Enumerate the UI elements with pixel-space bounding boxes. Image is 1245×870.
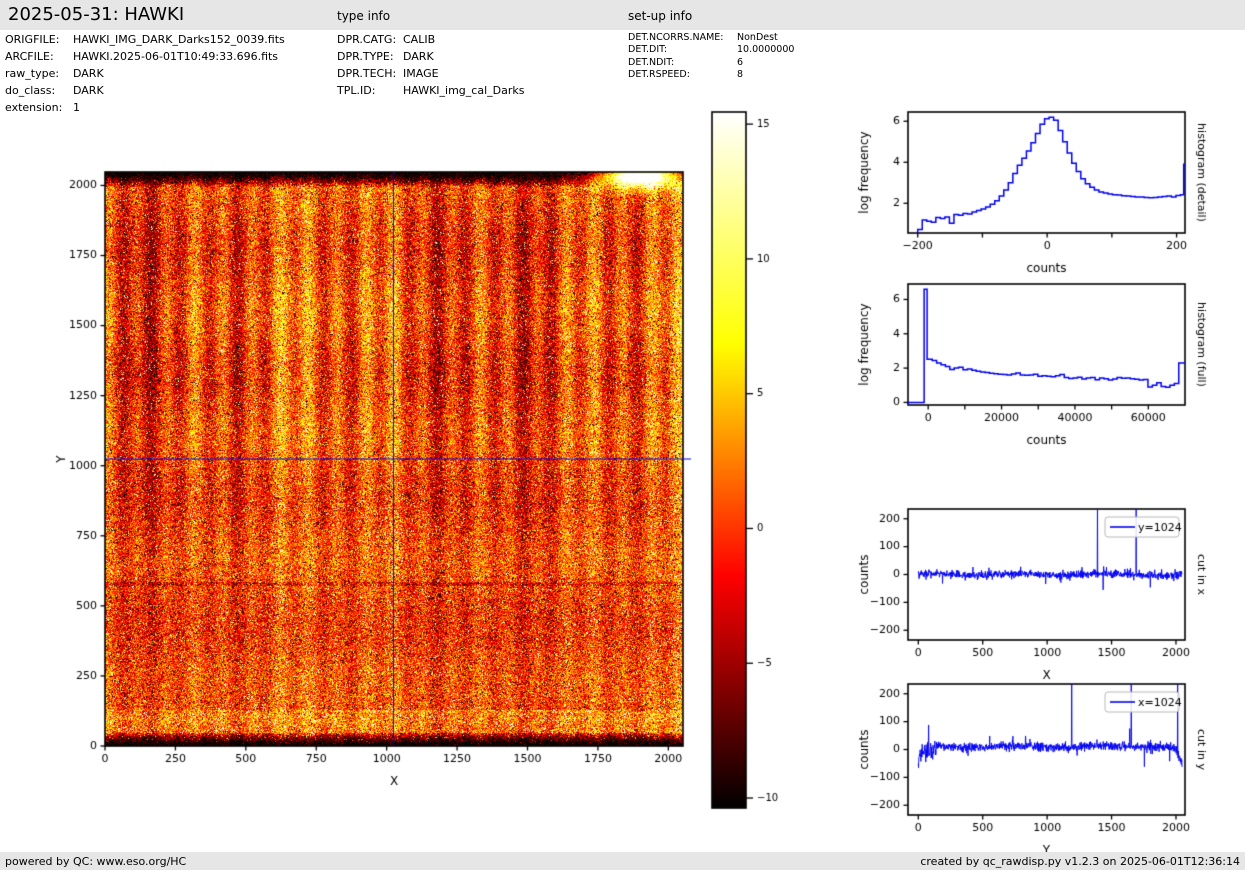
footer-bar xyxy=(0,852,1245,870)
info-row: TPL.ID: HAWKI_img_cal_Darks xyxy=(337,84,524,97)
info-row: DPR.TYPE: DARK xyxy=(337,50,434,63)
info-row: ARCFILE: HAWKI.2025-06-01T10:49:33.696.fi… xyxy=(5,50,278,63)
header-bar: 2025-05-31: HAWKI type info set-up info xyxy=(0,0,1245,30)
main-image-panel xyxy=(40,95,710,815)
info-value: HAWKI_IMG_DARK_Darks152_0039.fits xyxy=(73,33,285,46)
info-value: HAWKI_img_cal_Darks xyxy=(403,84,525,97)
info-label: ARCFILE: xyxy=(5,50,54,63)
info-value: 6 xyxy=(737,57,744,68)
info-row: DET.NDIT: 6 xyxy=(628,57,743,68)
info-row: DPR.TECH: IMAGE xyxy=(337,67,439,80)
histogram-full-panel xyxy=(845,267,1245,452)
info-label: ORIGFILE: xyxy=(5,33,60,46)
info-label: DET.DIT: xyxy=(628,44,668,55)
info-row: ORIGFILE: HAWKI_IMG_DARK_Darks152_0039.fi… xyxy=(5,33,285,46)
info-row: DET.DIT: 10.0000000 xyxy=(628,44,794,55)
info-label: DET.NCORRS.NAME: xyxy=(628,32,724,43)
cut-in-x-panel xyxy=(845,492,1245,684)
info-label: DPR.CATG: xyxy=(337,33,397,46)
info-value: 8 xyxy=(737,69,744,80)
info-row: DET.RSPEED: 8 xyxy=(628,69,743,80)
histogram-detail-panel xyxy=(845,95,1245,280)
info-row: DPR.CATG: CALIB xyxy=(337,33,435,46)
colorbar-panel xyxy=(700,100,820,816)
info-label: do_class: xyxy=(5,84,56,97)
info-row: DET.NCORRS.NAME: NonDest xyxy=(628,32,778,43)
cut-in-y-panel xyxy=(845,667,1245,859)
info-value: DARK xyxy=(73,84,104,97)
info-value: IMAGE xyxy=(403,67,439,80)
setup-info-heading: set-up info xyxy=(628,9,693,23)
info-value: NonDest xyxy=(737,32,778,43)
info-value: 10.0000000 xyxy=(737,44,795,55)
info-label: DET.NDIT: xyxy=(628,57,675,68)
info-label: DPR.TECH: xyxy=(337,67,397,80)
info-label: DPR.TYPE: xyxy=(337,50,394,63)
info-value: HAWKI.2025-06-01T10:49:33.696.fits xyxy=(73,50,279,63)
info-label: DET.RSPEED: xyxy=(628,69,690,80)
info-value: CALIB xyxy=(403,33,436,46)
footer-right-text: created by qc_rawdisp.py v1.2.3 on 2025-… xyxy=(920,855,1240,868)
type-info-heading: type info xyxy=(337,9,391,23)
info-label: TPL.ID: xyxy=(337,84,376,97)
info-row: do_class: DARK xyxy=(5,84,104,97)
page-title: 2025-05-31: HAWKI xyxy=(8,4,185,25)
info-value: DARK xyxy=(403,50,434,63)
info-value: DARK xyxy=(73,67,104,80)
info-label: raw_type: xyxy=(5,67,60,80)
footer-left-text: powered by QC: www.eso.org/HC xyxy=(5,855,187,868)
info-row: raw_type: DARK xyxy=(5,67,104,80)
